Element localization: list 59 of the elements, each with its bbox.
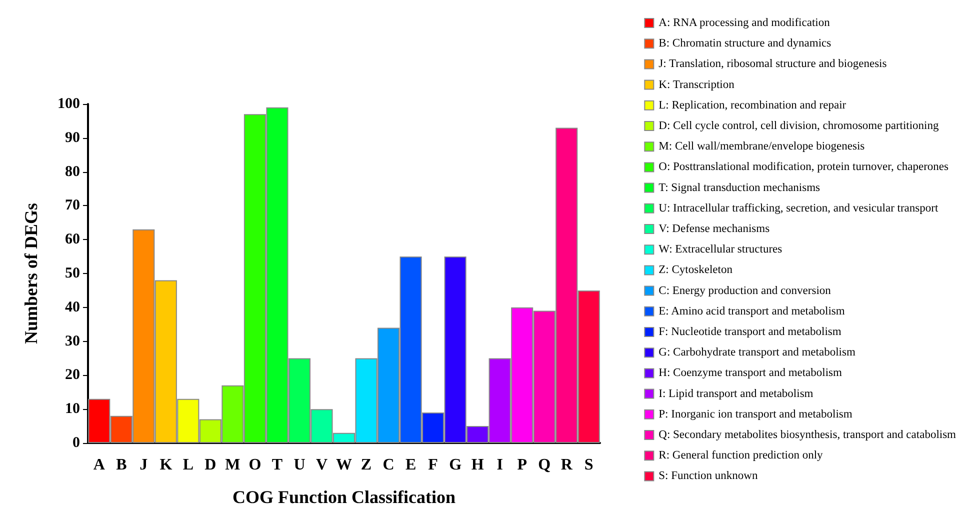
legend-label: O: Posttranslational modification, protein turnover, chaperones [658, 161, 950, 174]
x-tick-label: P [517, 456, 528, 474]
x-tick-label: G [449, 456, 462, 474]
legend-label: U: Intracellular trafficking, secretion, and vesicular transport [658, 202, 939, 214]
x-tick-label: S [584, 456, 594, 474]
x-tick-label: L [182, 456, 194, 474]
legend-label: J: Translation, ribosomal structure and biogenesis [658, 58, 888, 70]
y-tick-label: 20 [65, 367, 80, 384]
x-tick-label: Z [360, 456, 372, 474]
x-axis-title: COG Function Classification [232, 487, 456, 507]
x-tick-label: I [496, 456, 503, 474]
y-tick-label: 0 [72, 435, 80, 451]
x-tick-label: V [316, 456, 328, 474]
y-tick-label: 40 [65, 299, 80, 316]
x-tick-label: F [428, 456, 438, 474]
legend-label: T: Signal transduction mechanisms [658, 182, 821, 194]
legend-label: D: Cell cycle control, cell division, chromosome partitioning [658, 120, 939, 132]
x-tick-label: K [160, 456, 173, 474]
legend-label: P: Inorganic ion transport and metabolism [658, 408, 852, 420]
x-tick-label: C [382, 456, 394, 474]
y-tick-label: 50 [65, 266, 80, 282]
legend-label: A: RNA processing and modification [658, 17, 830, 29]
x-tick-label: Q [538, 456, 551, 474]
legend-label: R: General function prediction only [658, 450, 824, 462]
legend-label: B: Chromatin structure and dynamics [658, 38, 832, 50]
legend-label: F: Nucleotide transport and metabolism [658, 326, 842, 338]
legend-label: E: Amino acid transport and metabolism [658, 305, 845, 318]
x-tick-label: J [140, 456, 148, 474]
legend-label: L: Replication, recombination and repair [658, 99, 846, 112]
legend-label: C: Energy production and conversion [658, 284, 832, 297]
legend-label: Q: Secondary metabolites biosynthesis, transport and catabolism [658, 429, 956, 441]
x-tick-label: M [225, 456, 240, 474]
x-tick-label: O [248, 456, 262, 474]
x-tick-label: W [336, 456, 352, 474]
y-tick-label: 70 [65, 198, 80, 214]
legend-label: S: Function unknown [658, 470, 758, 482]
x-tick-label: A [93, 456, 106, 474]
y-tick-label: 90 [65, 130, 80, 146]
legend-label: W: Extracellular structures [658, 244, 783, 256]
legend-label: I: Lipid transport and metabolism [658, 388, 814, 400]
legend-label: G: Carbohydrate transport and metabolism [658, 346, 856, 359]
legend-label: Z: Cytoskeleton [658, 264, 733, 276]
legend-label: H: Coenzyme transport and metabolism [658, 367, 842, 380]
y-axis-title: Numbers of DEGs [21, 202, 41, 344]
legend-label: M: Cell wall/membrane/envelope biogenesis [658, 140, 866, 153]
x-tick-label: H [471, 456, 484, 474]
x-tick-label: R [560, 456, 573, 474]
x-tick-label: E [405, 456, 416, 474]
legend-label: V: Defense mechanisms [658, 223, 770, 235]
y-tick-label: 10 [65, 401, 80, 418]
x-tick-label: U [294, 456, 306, 474]
y-tick-label: 80 [65, 164, 80, 180]
legend-label: K: Transcription [658, 78, 735, 91]
x-tick-label: B [116, 456, 128, 474]
y-tick-label: 60 [65, 232, 80, 248]
x-tick-label: D [204, 456, 216, 474]
y-tick-label: 100 [58, 96, 80, 112]
y-tick-label: 30 [65, 333, 80, 350]
x-tick-label: T [272, 456, 283, 474]
